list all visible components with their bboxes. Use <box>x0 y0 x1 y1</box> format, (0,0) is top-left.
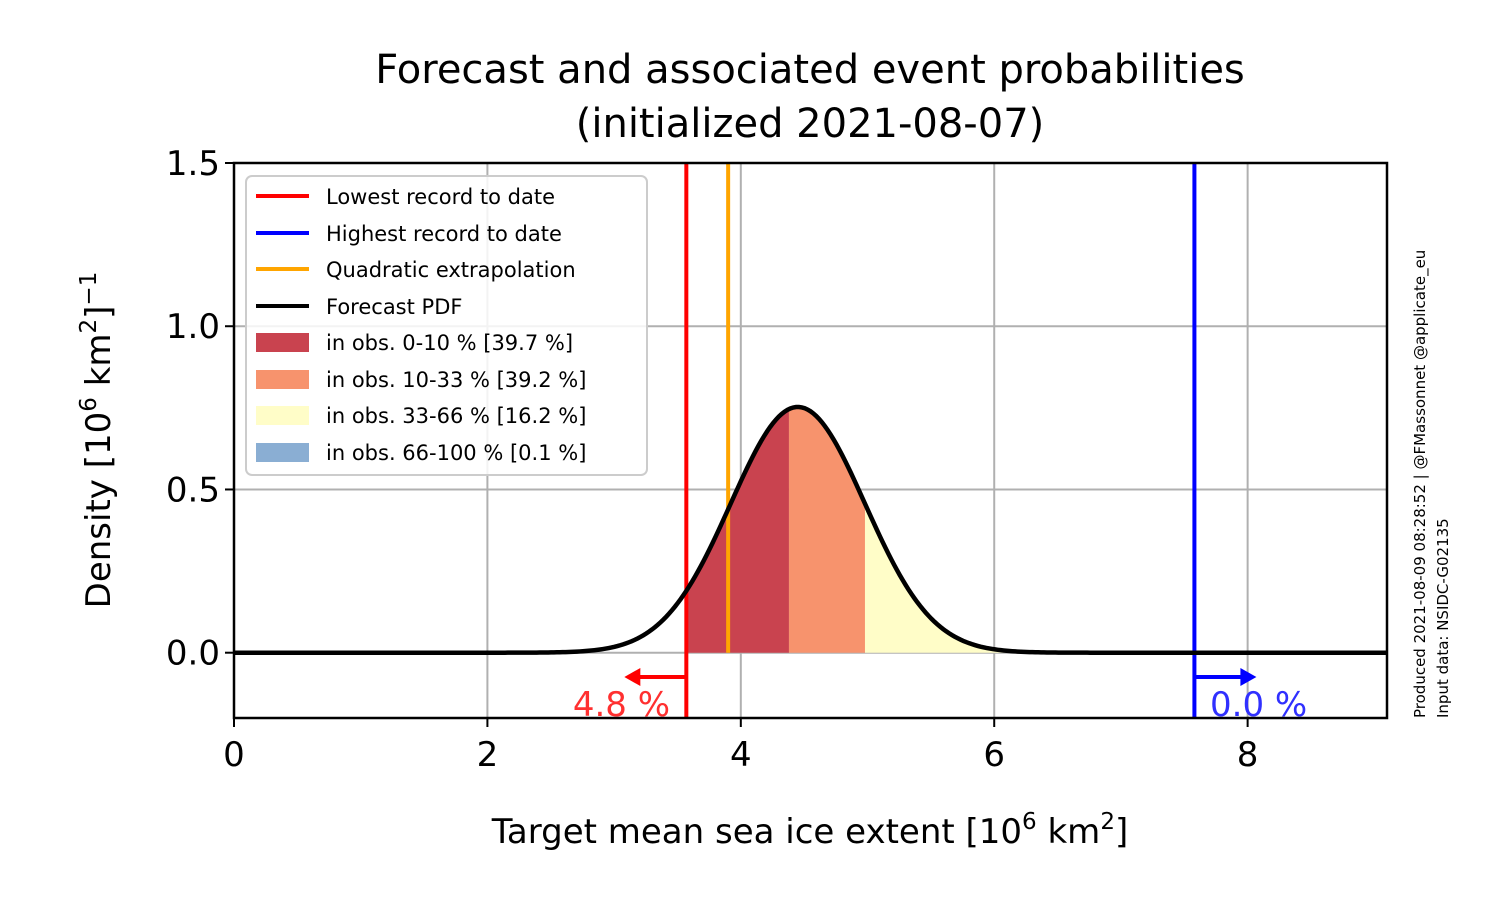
legend-label-forecast-pdf: Forecast PDF <box>326 295 462 319</box>
legend: Lowest record to date Highest record to … <box>245 175 648 476</box>
y-tick-label-0: 0.0 <box>166 634 220 674</box>
pdf-curve-group <box>234 404 1387 655</box>
axis-ticks: 0 2 4 6 8 0.0 0.5 1.0 1.5 <box>166 144 1259 775</box>
x-tick-label-1: 2 <box>477 735 499 775</box>
legend-label-lowest-record: Lowest record to date <box>326 185 555 209</box>
pdf-curve <box>234 404 1387 655</box>
legend-label-quadratic: Quadratic extrapolation <box>326 258 576 282</box>
legend-label-band-2: in obs. 33-66 % [16.2 %] <box>326 404 586 428</box>
legend-swatch-band-1 <box>256 370 309 389</box>
y-tick-label-3: 1.5 <box>166 144 220 184</box>
low-probability-text: 4.8 % <box>573 685 670 725</box>
legend-swatch-band-0 <box>256 333 309 352</box>
y-tick-label-2: 1.0 <box>166 307 220 347</box>
legend-label-band-3: in obs. 66-100 % [0.1 %] <box>326 441 586 465</box>
x-tick-label-4: 8 <box>1237 735 1259 775</box>
legend-label-highest-record: Highest record to date <box>326 222 562 246</box>
reference-lines <box>684 163 1197 718</box>
x-tick-label-3: 6 <box>983 735 1005 775</box>
legend-swatch-band-3 <box>256 443 309 462</box>
y-axis-label: Density [106 km2]−1 <box>76 272 119 609</box>
x-tick-label-0: 0 <box>223 735 245 775</box>
probability-arrows <box>624 668 1257 686</box>
x-axis-label: Target mean sea ice extent [106 km2] <box>491 809 1128 852</box>
legend-box <box>245 175 648 476</box>
high-probability-text: 0.0 % <box>1210 685 1307 725</box>
high-arrow-head <box>1240 668 1257 686</box>
band-area-2 <box>864 503 1195 653</box>
probability-bands <box>686 406 1387 653</box>
credit-line-2: Input data: NSIDC-G02135 <box>1434 518 1452 718</box>
chart-title-line2: (initialized 2021-08-07) <box>576 101 1045 147</box>
band-area-1 <box>788 406 865 653</box>
y-tick-label-1: 0.5 <box>166 470 220 510</box>
low-arrow-head <box>624 668 641 686</box>
credit-line-1: Produced 2021-08-09 08:28:52 | @FMassonn… <box>1411 250 1430 718</box>
band-area-0 <box>686 409 789 653</box>
legend-label-band-0: in obs. 0-10 % [39.7 %] <box>326 331 573 355</box>
legend-label-band-1: in obs. 10-33 % [39.2 %] <box>326 368 586 392</box>
legend-swatch-band-2 <box>256 406 309 425</box>
chart-title-line1: Forecast and associated event probabilit… <box>375 47 1245 93</box>
plot-frame <box>232 161 1389 720</box>
x-tick-label-2: 4 <box>730 735 752 775</box>
